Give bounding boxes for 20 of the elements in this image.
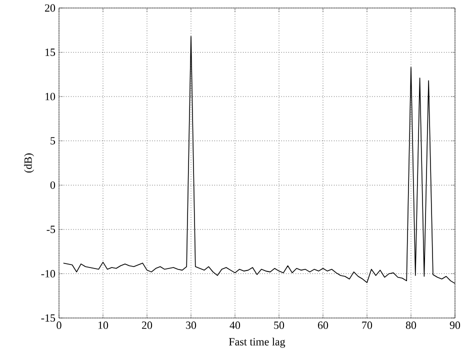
y-axis-title: (dB)	[24, 153, 34, 173]
x-tick-label: 90	[450, 322, 460, 329]
y-tick-label: -15	[41, 314, 56, 322]
x-axis-title: Fast time lag	[229, 338, 286, 348]
y-tick-label: 20	[45, 4, 56, 12]
y-tick-label: 0	[50, 181, 56, 189]
x-tick-label: 20	[142, 322, 152, 329]
x-tick-label: 80	[406, 322, 416, 329]
y-tick-label: 10	[45, 92, 56, 100]
x-tick-label: 0	[56, 322, 62, 329]
x-tick-label: 70	[362, 322, 372, 329]
x-tick-label: 40	[230, 322, 240, 329]
x-tick-label: 30	[186, 322, 196, 329]
y-tick-label: 5	[50, 137, 56, 144]
y-tick-label: -5	[46, 226, 56, 234]
y-tick-label: -10	[41, 270, 56, 278]
x-tick-label: 60	[318, 322, 328, 329]
x-tick-label: 10	[98, 322, 108, 329]
y-tick-label: 15	[45, 48, 56, 56]
x-tick-label: 50	[274, 322, 284, 329]
